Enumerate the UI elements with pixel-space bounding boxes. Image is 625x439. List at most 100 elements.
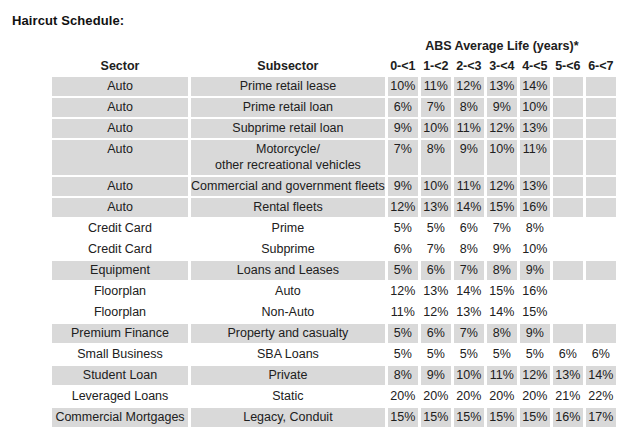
table-row: Student LoanPrivate8%9%10%11%12%13%14% xyxy=(52,366,616,385)
sector-cell: Leveraged Loans xyxy=(52,387,188,406)
value-cell: 7% xyxy=(454,261,484,280)
subsector-cell: Legacy, Conduit xyxy=(191,408,385,427)
value-cell: 5% xyxy=(454,345,484,364)
column-header-5-6: 5-<6 xyxy=(553,57,583,75)
value-cell: 13% xyxy=(520,177,550,196)
value-cell: 10% xyxy=(388,77,418,96)
value-cell: 16% xyxy=(520,282,550,301)
sector-cell: Auto xyxy=(52,140,188,175)
value-cell: 20% xyxy=(487,387,517,406)
value-cell xyxy=(553,219,583,238)
value-cell: 10% xyxy=(520,98,550,117)
value-cell: 5% xyxy=(388,219,418,238)
value-cell: 16% xyxy=(520,198,550,217)
column-header-3-4: 3-<4 xyxy=(487,57,517,75)
table-row: AutoRental fleets12%13%14%15%16% xyxy=(52,198,616,217)
group-header-spacer xyxy=(52,36,385,55)
subsector-cell: Loans and Leases xyxy=(191,261,385,280)
subsector-cell: Subprime xyxy=(191,240,385,259)
value-cell: 15% xyxy=(520,408,550,427)
table-row: AutoPrime retail loan6%7%8%9%10% xyxy=(52,98,616,117)
table-header: ABS Average Life (years)* SectorSubsecto… xyxy=(52,36,616,75)
table-row: AutoPrime retail lease10%11%12%13%14% xyxy=(52,77,616,96)
value-cell: 9% xyxy=(520,324,550,343)
value-cell xyxy=(553,140,583,175)
value-cell: 8% xyxy=(454,240,484,259)
table-row: FloorplanNon-Auto11%12%13%14%15% xyxy=(52,303,616,322)
value-cell: 11% xyxy=(520,140,550,175)
value-cell: 14% xyxy=(454,282,484,301)
value-cell: 11% xyxy=(454,119,484,138)
value-cell: 12% xyxy=(421,303,451,322)
sector-cell: Auto xyxy=(52,198,188,217)
sector-cell: Floorplan xyxy=(52,282,188,301)
haircut-schedule-table: ABS Average Life (years)* SectorSubsecto… xyxy=(49,34,619,429)
subsector-cell: Non-Auto xyxy=(191,303,385,322)
value-cell xyxy=(586,140,616,175)
value-cell xyxy=(553,119,583,138)
value-cell xyxy=(586,77,616,96)
value-cell xyxy=(553,240,583,259)
sector-cell: Auto xyxy=(52,77,188,96)
value-cell: 6% xyxy=(421,261,451,280)
subsector-cell: Commercial and government fleets xyxy=(191,177,385,196)
column-header-4-5: 4-<5 xyxy=(520,57,550,75)
subsector-cell: SBA Loans xyxy=(191,345,385,364)
value-cell: 13% xyxy=(421,198,451,217)
table-row: Credit CardSubprime6%7%8%9%10% xyxy=(52,240,616,259)
subsector-cell: Subprime retail loan xyxy=(191,119,385,138)
value-cell xyxy=(553,261,583,280)
table-row: Commercial MortgagesLegacy, Conduit15%15… xyxy=(52,408,616,427)
subsector-cell: Rental fleets xyxy=(191,198,385,217)
value-cell: 8% xyxy=(454,98,484,117)
sector-cell: Floorplan xyxy=(52,303,188,322)
value-cell: 9% xyxy=(421,366,451,385)
value-cell: 13% xyxy=(520,119,550,138)
value-cell: 9% xyxy=(388,177,418,196)
table-row: Small BusinessSBA Loans5%5%5%5%5%6%6% xyxy=(52,345,616,364)
value-cell: 14% xyxy=(586,366,616,385)
value-cell: 12% xyxy=(520,366,550,385)
value-cell xyxy=(586,261,616,280)
value-cell: 15% xyxy=(520,303,550,322)
value-cell xyxy=(586,240,616,259)
value-cell: 15% xyxy=(454,408,484,427)
value-cell: 13% xyxy=(553,366,583,385)
value-cell xyxy=(553,303,583,322)
value-cell: 10% xyxy=(421,119,451,138)
value-cell: 15% xyxy=(421,408,451,427)
subsector-cell: Private xyxy=(191,366,385,385)
value-cell: 7% xyxy=(421,240,451,259)
subsector-cell: Static xyxy=(191,387,385,406)
value-cell: 13% xyxy=(487,77,517,96)
value-cell: 13% xyxy=(421,282,451,301)
value-cell: 11% xyxy=(421,77,451,96)
value-cell xyxy=(586,324,616,343)
value-cell: 20% xyxy=(421,387,451,406)
column-header-sector: Sector xyxy=(52,57,188,75)
value-cell: 5% xyxy=(487,345,517,364)
value-cell: 6% xyxy=(454,219,484,238)
value-cell: 12% xyxy=(487,119,517,138)
column-header-row: SectorSubsector0-<11-<22-<33-<44-<55-<66… xyxy=(52,57,616,75)
sector-cell: Student Loan xyxy=(52,366,188,385)
document-page: Haircut Schedule: ABS Average Life (year… xyxy=(0,13,625,429)
value-cell: 20% xyxy=(520,387,550,406)
subsector-cell: Motorcycle/ other recreational vehicles xyxy=(191,140,385,175)
value-cell: 20% xyxy=(388,387,418,406)
table-row: AutoMotorcycle/ other recreational vehic… xyxy=(52,140,616,175)
column-header-subsector: Subsector xyxy=(191,57,385,75)
value-cell: 5% xyxy=(388,261,418,280)
value-cell: 11% xyxy=(454,177,484,196)
table-row: Premium FinanceProperty and casualty5%6%… xyxy=(52,324,616,343)
value-cell: 15% xyxy=(388,408,418,427)
value-cell: 14% xyxy=(520,77,550,96)
value-cell: 10% xyxy=(520,240,550,259)
value-cell: 7% xyxy=(421,98,451,117)
subsector-cell: Prime retail loan xyxy=(191,98,385,117)
sector-cell: Auto xyxy=(52,119,188,138)
value-cell xyxy=(586,198,616,217)
value-cell: 10% xyxy=(421,177,451,196)
value-cell: 7% xyxy=(454,324,484,343)
table-row: Leveraged LoansStatic20%20%20%20%20%21%2… xyxy=(52,387,616,406)
